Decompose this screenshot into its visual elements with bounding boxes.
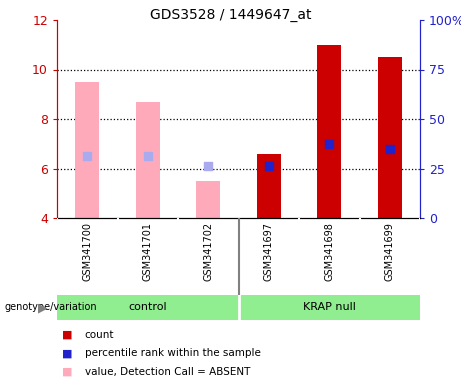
Bar: [317, 45, 341, 218]
Text: GSM341698: GSM341698: [324, 222, 334, 281]
Text: value, Detection Call = ABSENT: value, Detection Call = ABSENT: [85, 367, 250, 377]
Bar: [257, 154, 281, 218]
Point: [386, 146, 393, 152]
Text: control: control: [129, 303, 167, 313]
Point: [205, 163, 212, 169]
Point: [265, 163, 272, 169]
Bar: [378, 57, 402, 218]
Bar: [57, 295, 238, 320]
Text: ■: ■: [62, 367, 72, 377]
Text: GSM341701: GSM341701: [143, 222, 153, 281]
Text: GSM341702: GSM341702: [203, 222, 213, 281]
Text: GSM341699: GSM341699: [385, 222, 395, 281]
Text: percentile rank within the sample: percentile rank within the sample: [85, 348, 260, 358]
Text: ■: ■: [62, 330, 72, 340]
Text: ▶: ▶: [38, 301, 48, 314]
Text: ■: ■: [62, 348, 72, 358]
Point: [83, 153, 91, 159]
Text: GSM341700: GSM341700: [82, 222, 92, 281]
Point: [325, 141, 333, 147]
Text: GSM341697: GSM341697: [264, 222, 274, 281]
Bar: [75, 82, 100, 218]
Bar: [136, 102, 160, 218]
Text: KRAP null: KRAP null: [303, 303, 356, 313]
Bar: [238, 295, 420, 320]
Bar: [196, 181, 220, 218]
Text: GDS3528 / 1449647_at: GDS3528 / 1449647_at: [150, 8, 311, 22]
Point: [144, 153, 151, 159]
Text: count: count: [85, 330, 114, 340]
Text: genotype/variation: genotype/variation: [5, 303, 97, 313]
